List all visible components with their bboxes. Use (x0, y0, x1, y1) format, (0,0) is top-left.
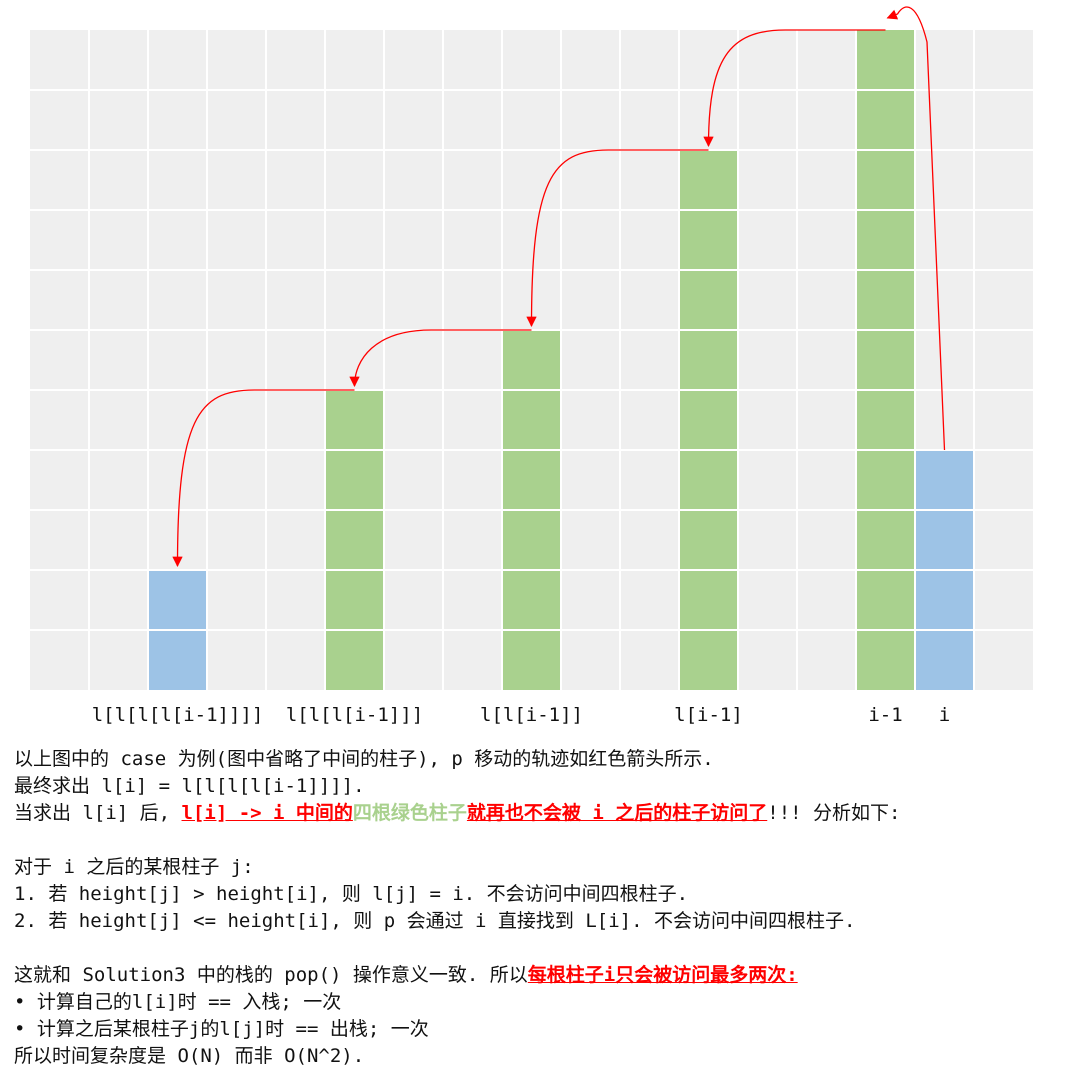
bar-label-5: i-1 (868, 704, 902, 726)
trace-arrow-1 (886, 6, 946, 451)
bar-label-1: l[l[l[l[i-1]]]] (92, 704, 264, 726)
note-line-3-suffix: !!! 分析如下: (767, 802, 901, 824)
bar-4 (679, 150, 738, 690)
highlight-range: l[i] -> i 中间的 (181, 802, 353, 824)
bar-5 (856, 30, 915, 690)
highlight-visit-twice: 每根柱子i只会被访问最多两次: (527, 964, 798, 986)
note-line-7: 这就和 Solution3 中的栈的 pop() 操作意义一致. 所以每根柱子i… (14, 962, 1054, 989)
note-line-10: 所以时间复杂度是 O(N) 而非 O(N^2). (14, 1045, 365, 1067)
note-line-4: 对于 i 之后的某根柱子 j: (14, 856, 254, 878)
note-line-3-prefix: 当求出 l[i] 后, (14, 802, 182, 824)
note-line-3: 当求出 l[i] 后, l[i] -> i 中间的四根绿色柱子就再也不会被 i … (14, 800, 1054, 827)
trace-arrow-4 (349, 329, 532, 388)
highlight-never-visited: 就再也不会被 i 之后的柱子访问了 (466, 802, 768, 824)
bar-diagram: l[l[l[l[i-1]]]] l[l[l[i-1]]] l[l[i-1]] l[i-… (30, 6, 1033, 726)
spacer (14, 827, 1054, 854)
bar-label-3: l[l[i-1]] (480, 704, 583, 726)
highlight-green-bars: 四根绿色柱子 (352, 802, 467, 824)
spacer (14, 935, 1054, 962)
trace-arrow-5 (172, 389, 355, 568)
bar-2 (325, 390, 384, 690)
note-line-2: 最终求出 l[i] = l[l[l[l[i-1]]]]. (14, 775, 365, 797)
bar-label-6: i (939, 704, 950, 726)
trace-arrow-2 (703, 29, 886, 148)
trace-arrow-3 (526, 149, 709, 328)
note-line-5: 1. 若 height[j] > height[i], 则 l[j] = i. … (14, 883, 689, 905)
note-line-1: 以上图中的 case 为例(图中省略了中间的柱子), p 移动的轨迹如红色箭头所… (14, 748, 714, 770)
note-line-7-prefix: 这就和 Solution3 中的栈的 pop() 操作意义一致. 所以 (14, 964, 528, 986)
note-line-6: 2. 若 height[j] <= height[i], 则 p 会通过 i 直… (14, 910, 856, 932)
diagram-canvas: l[l[l[l[i-1]]]] l[l[l[i-1]]] l[l[i-1]] l[i-… (30, 6, 1033, 726)
bar-label-4: l[i-1] (674, 704, 743, 726)
bar-label-2: l[l[l[i-1]]] (286, 704, 423, 726)
note-line-8: • 计算自己的l[i]时 == 入栈; 一次 (14, 991, 342, 1013)
note-line-9: • 计算之后某根柱子j的l[j]时 == 出栈; 一次 (14, 1018, 429, 1040)
explanation-text: 以上图中的 case 为例(图中省略了中间的柱子), p 移动的轨迹如红色箭头所… (14, 746, 1054, 1070)
